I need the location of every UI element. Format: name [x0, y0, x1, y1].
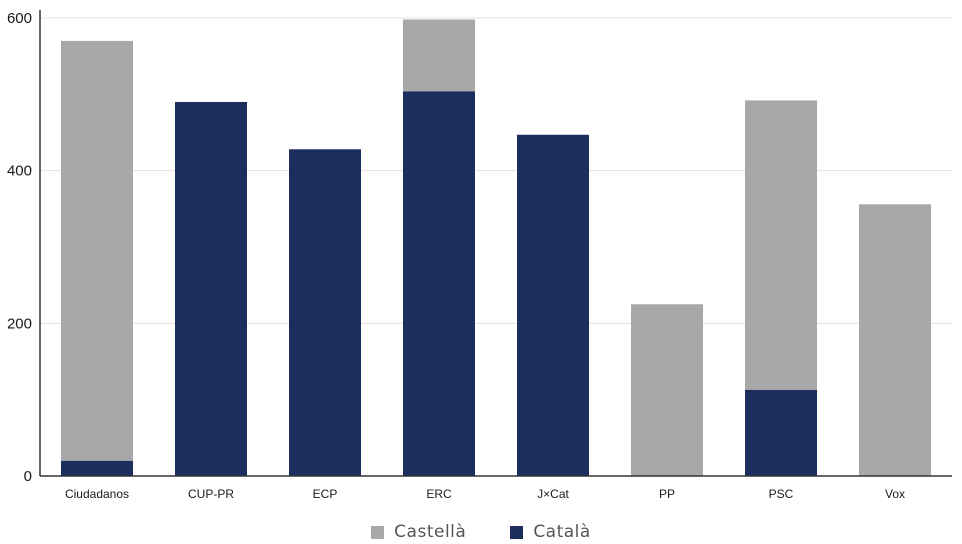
bar-catal-jcat: [517, 134, 589, 477]
x-tick-label: ERC: [426, 487, 452, 501]
bar-catal-ecp: [289, 149, 361, 476]
bar-catal-cuppr: [175, 101, 247, 476]
bar-castell-ciudadanos: [61, 40, 133, 461]
bar-catal-erc: [403, 91, 475, 476]
x-tick-label: PSC: [769, 487, 794, 501]
y-tick-label: 600: [7, 10, 32, 27]
y-tick-label: 400: [7, 163, 32, 180]
y-tick-label: 200: [7, 315, 32, 332]
bars: [61, 19, 931, 477]
legend-item-catala: Català: [510, 522, 591, 542]
bar-catal-ciudadanos: [61, 460, 133, 476]
legend: Castellà Català: [0, 520, 962, 544]
x-tick-label: CUP-PR: [188, 487, 234, 501]
x-tick-label: J×Cat: [537, 487, 569, 501]
x-tick-label: ECP: [313, 487, 338, 501]
legend-label-catala: Català: [533, 522, 591, 542]
legend-swatch-castella: [371, 525, 385, 539]
legend-item-castella: Castellà: [371, 522, 466, 542]
x-tick-label: Ciudadanos: [65, 487, 129, 501]
bar-castell-pp: [631, 304, 703, 476]
legend-label-castella: Castellà: [394, 522, 467, 542]
axes: 0 200 400 600 Ciudadanos CUP-PR ECP ERC J×Cat PP P…: [7, 10, 952, 501]
bar-catal-psc: [745, 389, 817, 476]
x-tick-label: PP: [659, 487, 675, 501]
bar-castell-psc: [745, 100, 817, 390]
bar-castell-vox: [859, 204, 931, 476]
y-tick-label: 0: [24, 468, 32, 485]
x-tick-label: Vox: [885, 487, 905, 501]
bar-castell-erc: [403, 19, 475, 92]
legend-swatch-catala: [510, 525, 524, 539]
